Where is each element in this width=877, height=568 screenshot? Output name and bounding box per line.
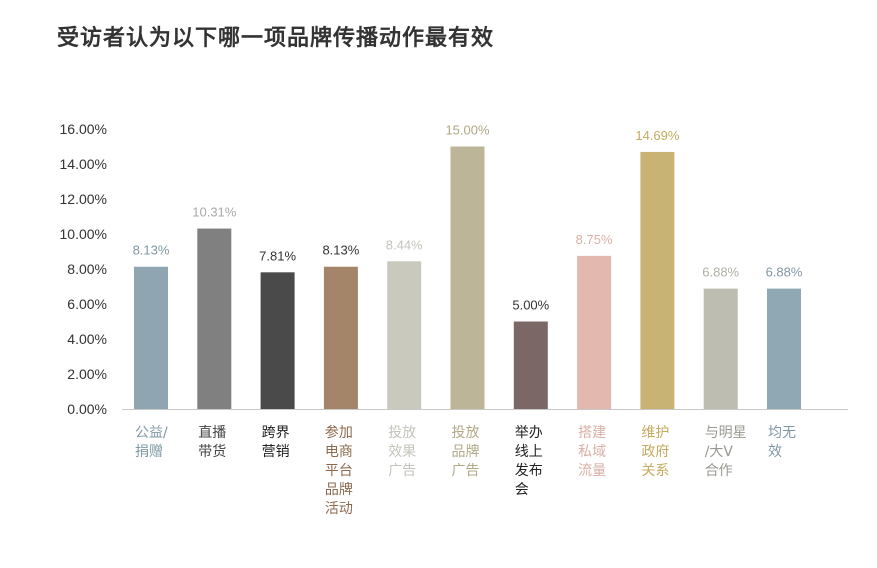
y-tick-label: 0.00%: [67, 401, 107, 417]
data-label: 8.13%: [322, 243, 359, 258]
category-label-line: 维护: [641, 425, 669, 441]
data-label: 15.00%: [445, 123, 490, 138]
data-label: 8.13%: [133, 243, 170, 258]
data-label: 14.69%: [635, 128, 680, 143]
data-label: 6.88%: [766, 265, 803, 280]
category-label-line: 政府: [641, 444, 669, 460]
category-label: 投放品牌广告: [452, 425, 480, 479]
category-label-line: 带货: [198, 443, 226, 460]
category-label-line: 营销: [262, 444, 290, 460]
category-label-line: 广告: [388, 463, 416, 479]
data-label: 8.75%: [576, 232, 613, 247]
category-label-line: 搭建: [578, 425, 606, 441]
category-label-line: 投放: [388, 425, 416, 441]
category-label-line: 效果: [388, 444, 416, 460]
category-label: 跨界营销: [262, 425, 290, 460]
category-label-line: 合作: [705, 463, 733, 479]
category-label: 均无效: [768, 425, 796, 460]
category-label-line: 与明星: [705, 425, 747, 441]
y-tick-label: 4.00%: [67, 331, 107, 347]
category-label-line: 品牌: [452, 443, 480, 460]
category-label-line: 公益/: [135, 425, 168, 441]
data-label: 7.81%: [259, 248, 296, 263]
category-label: 维护政府关系: [641, 425, 669, 479]
y-tick-label: 10.00%: [60, 226, 107, 242]
category-label-line: 发布: [515, 463, 543, 479]
category-label-line: 电商: [325, 444, 353, 460]
bar: [134, 266, 168, 409]
bar: [387, 261, 422, 409]
category-label: 投放效果广告: [388, 425, 416, 479]
y-tick-label: 2.00%: [67, 366, 107, 382]
category-label: 搭建私域流量: [578, 425, 606, 479]
category-label-line: 直播: [198, 424, 226, 441]
bar: [767, 288, 801, 409]
category-label-line: 品牌: [325, 481, 353, 498]
category-label-line: 跨界: [262, 425, 290, 441]
bar: [260, 272, 295, 409]
bar: [197, 228, 232, 409]
y-tick-label: 6.00%: [67, 296, 107, 312]
data-label: 10.31%: [192, 205, 237, 220]
category-label-line: 私域: [578, 444, 606, 460]
category-label-line: 投放: [452, 425, 480, 441]
bar: [323, 266, 358, 409]
y-tick-label: 16.00%: [60, 121, 107, 137]
y-tick-label: 14.00%: [60, 156, 107, 172]
category-label-line: 关系: [641, 463, 669, 479]
category-label-line: 参加: [325, 424, 353, 441]
category-label-line: 会: [515, 482, 529, 498]
bar: [640, 151, 675, 410]
category-label-line: 平台: [325, 463, 353, 479]
bar: [577, 255, 612, 409]
category-label-line: 广告: [452, 463, 480, 479]
bar: [703, 288, 738, 409]
bars: [134, 146, 801, 410]
data-label: 5.00%: [512, 298, 549, 313]
category-label-line: 捐赠: [135, 444, 163, 460]
y-tick-label: 8.00%: [67, 261, 107, 277]
category-label: 参加电商平台品牌活动: [325, 424, 353, 517]
category-label: 举办线上发布会: [515, 425, 543, 498]
category-label: 公益/捐赠: [135, 425, 168, 460]
category-label-line: 效: [768, 444, 782, 460]
bar: [450, 146, 485, 409]
category-label-line: 均无: [768, 425, 796, 441]
category-label-line: 举办: [515, 425, 543, 441]
category-label-line: 线上: [515, 444, 543, 460]
category-label: 与明星/大V 合作: [705, 425, 747, 479]
data-label: 8.44%: [386, 237, 423, 252]
y-tick-label: 12.00%: [60, 191, 107, 207]
chart-title: 受访者认为以下哪一项品牌传播动作最有效: [57, 26, 495, 51]
data-label: 6.88%: [702, 265, 739, 280]
category-labels: 公益/捐赠直播带货跨界营销参加电商平台品牌活动投放效果广告投放品牌广告举办线上发…: [135, 424, 796, 517]
y-axis: 0.00% 2.00% 4.00% 6.00% 8.00% 10.00% 12.00% 14.…: [60, 121, 107, 417]
bar: [513, 321, 548, 409]
category-label-line: /大V: [705, 444, 734, 460]
value-labels: 8.13% 10.31% 7.81% 8.13% 8.44% 15.00% 5.00% 8.7…: [133, 123, 803, 313]
category-label: 直播带货: [198, 424, 226, 460]
category-label-line: 流量: [578, 463, 606, 479]
category-label-line: 活动: [325, 501, 353, 517]
